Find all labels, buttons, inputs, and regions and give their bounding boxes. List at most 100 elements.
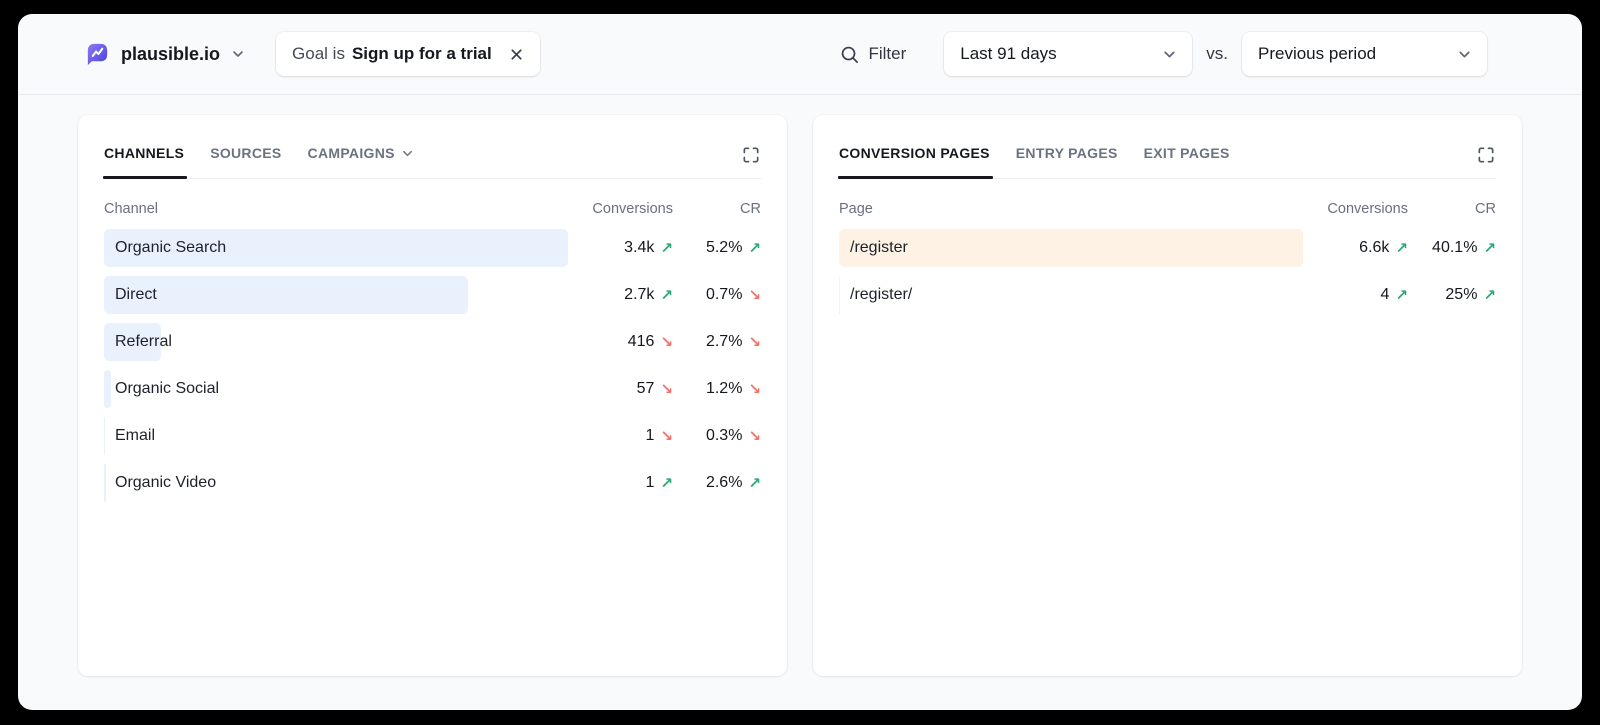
expand-icon[interactable] xyxy=(741,145,761,165)
row-bar xyxy=(839,276,840,314)
trend-down-icon: ↘ xyxy=(748,285,761,304)
conversions-cell: 1 ↗ xyxy=(568,474,673,492)
column-header-name: Channel xyxy=(104,201,159,217)
row-bar xyxy=(839,229,1303,267)
cr-cell: 1.2% ↘ xyxy=(673,380,761,398)
conversions-cell: 2.7k ↗ xyxy=(568,286,673,304)
table-row: Organic Video 1 ↗ 2.6% ↗ xyxy=(104,464,761,502)
cr-cell: 0.7% ↘ xyxy=(673,286,761,304)
cr-cell: 2.7% ↘ xyxy=(673,333,761,351)
tab-exit-pages[interactable]: EXIT PAGES xyxy=(1144,145,1230,178)
conversions-value: 3.4k xyxy=(624,239,655,256)
chevron-down-icon xyxy=(1456,46,1473,63)
goal-filter-chip[interactable]: Goal is Sign up for a trial xyxy=(276,32,540,76)
trend-up-icon: ↗ xyxy=(660,473,673,492)
trend-down-icon: ↘ xyxy=(660,426,673,445)
conversions-cell: 3.4k ↗ xyxy=(568,239,673,257)
trend-up-icon: ↗ xyxy=(748,238,761,257)
tab-campaigns[interactable]: CAMPAIGNS xyxy=(308,145,415,178)
row-name-cell[interactable]: Organic Video xyxy=(104,464,568,502)
conversions-cell: 1 ↘ xyxy=(568,427,673,445)
trend-down-icon: ↘ xyxy=(748,332,761,351)
conversions-cell: 416 ↘ xyxy=(568,333,673,351)
column-headers: Page Conversions CR xyxy=(839,201,1496,217)
row-name-cell[interactable]: Referral xyxy=(104,323,568,361)
row-name-cell[interactable]: /register/ xyxy=(839,276,1303,314)
vs-label: vs. xyxy=(1206,44,1228,63)
pages-table: /register 6.6k ↗ 40.1% ↗/register/4 ↗ 25% ↗ xyxy=(839,229,1496,314)
table-row: Direct 2.7k ↗ 0.7% ↘ xyxy=(104,276,761,314)
conversions-value: 57 xyxy=(636,380,655,397)
filter-button[interactable]: Filter xyxy=(840,44,906,64)
channels-tab-bar: CHANNELS SOURCES CAMPAIGNS xyxy=(102,143,761,179)
row-bar xyxy=(104,229,568,267)
row-bar xyxy=(104,323,161,361)
trend-up-icon: ↗ xyxy=(1483,238,1496,257)
cr-cell: 2.6% ↗ xyxy=(673,474,761,492)
row-label: /register xyxy=(850,239,908,256)
row-label: Organic Video xyxy=(115,474,217,491)
table-row: Organic Search 3.4k ↗ 5.2% ↗ xyxy=(104,229,761,267)
trend-up-icon: ↗ xyxy=(660,238,673,257)
trend-down-icon: ↘ xyxy=(660,332,673,351)
goal-filter-value: Sign up for a trial xyxy=(351,44,492,63)
comparison-dropdown[interactable]: Previous period xyxy=(1242,32,1487,76)
row-name-cell[interactable]: Organic Social xyxy=(104,370,568,408)
tab-label: CONVERSION PAGES xyxy=(839,145,990,161)
conversions-value: 416 xyxy=(627,333,655,350)
comparison-value: Previous period xyxy=(1258,44,1377,63)
expand-icon[interactable] xyxy=(1476,145,1496,165)
tab-entry-pages[interactable]: ENTRY PAGES xyxy=(1016,145,1118,178)
pages-card: CONVERSION PAGES ENTRY PAGES EXIT PAGES Pa… xyxy=(813,115,1522,676)
tab-label: CHANNELS xyxy=(104,145,185,161)
column-headers: Channel Conversions CR xyxy=(104,201,761,217)
row-label: Referral xyxy=(115,333,172,350)
date-range-dropdown[interactable]: Last 91 days xyxy=(944,32,1193,76)
tab-conversion-pages[interactable]: CONVERSION PAGES xyxy=(838,145,993,179)
conversions-value: 4 xyxy=(1380,286,1390,303)
row-name-cell[interactable]: Email xyxy=(104,417,568,455)
conversions-value: 1 xyxy=(645,474,655,491)
plausible-logo-icon xyxy=(84,41,111,68)
chevron-down-icon xyxy=(402,150,412,157)
table-row: /register 6.6k ↗ 40.1% ↗ xyxy=(839,229,1496,267)
dashboard-window: plausible.io Goal is Sign up for a trial… xyxy=(18,14,1582,710)
row-label: Organic Search xyxy=(115,239,227,256)
top-bar: plausible.io Goal is Sign up for a trial… xyxy=(18,14,1582,95)
cr-value: 2.7% xyxy=(705,333,743,350)
tab-label: EXIT PAGES xyxy=(1143,145,1230,161)
channels-table: Organic Search 3.4k ↗ 5.2% ↗ Direct 2.7k ↗ 0.7% ↘… xyxy=(104,229,761,502)
tab-channels[interactable]: CHANNELS xyxy=(102,145,188,179)
chevron-down-icon xyxy=(230,46,246,62)
row-name-cell[interactable]: Direct xyxy=(104,276,568,314)
chevron-down-icon xyxy=(1161,46,1178,63)
cr-value: 0.3% xyxy=(705,427,743,444)
table-row: /register/4 ↗ 25% ↗ xyxy=(839,276,1496,314)
cr-value: 2.6% xyxy=(705,474,743,491)
date-range-value: Last 91 days xyxy=(960,44,1057,63)
row-name-cell[interactable]: /register xyxy=(839,229,1303,267)
cr-cell: 0.3% ↘ xyxy=(673,427,761,445)
column-header-name: Page xyxy=(839,201,873,217)
conversions-value: 6.6k xyxy=(1359,239,1390,256)
row-name-cell[interactable]: Organic Search xyxy=(104,229,568,267)
conversions-value: 2.7k xyxy=(624,286,655,303)
row-bar xyxy=(104,464,106,502)
row-bar xyxy=(104,370,112,408)
conversions-cell: 6.6k ↗ xyxy=(1303,239,1408,257)
table-row: Referral 416 ↘ 2.7% ↘ xyxy=(104,323,761,361)
close-icon[interactable] xyxy=(509,47,524,62)
column-header-cr: CR xyxy=(740,201,761,217)
trend-up-icon: ↗ xyxy=(748,473,761,492)
conversions-value: 1 xyxy=(645,427,655,444)
tab-label: CAMPAIGNS xyxy=(307,145,395,161)
trend-down-icon: ↘ xyxy=(748,379,761,398)
row-label: /register/ xyxy=(850,286,913,303)
tab-sources[interactable]: SOURCES xyxy=(210,145,281,178)
trend-down-icon: ↘ xyxy=(748,426,761,445)
trend-up-icon: ↗ xyxy=(1395,285,1408,304)
cr-cell: 40.1% ↗ xyxy=(1408,239,1496,257)
site-selector[interactable]: plausible.io xyxy=(84,41,246,68)
conversions-cell: 4 ↗ xyxy=(1303,286,1408,304)
column-header-conversions: Conversions xyxy=(592,201,673,217)
